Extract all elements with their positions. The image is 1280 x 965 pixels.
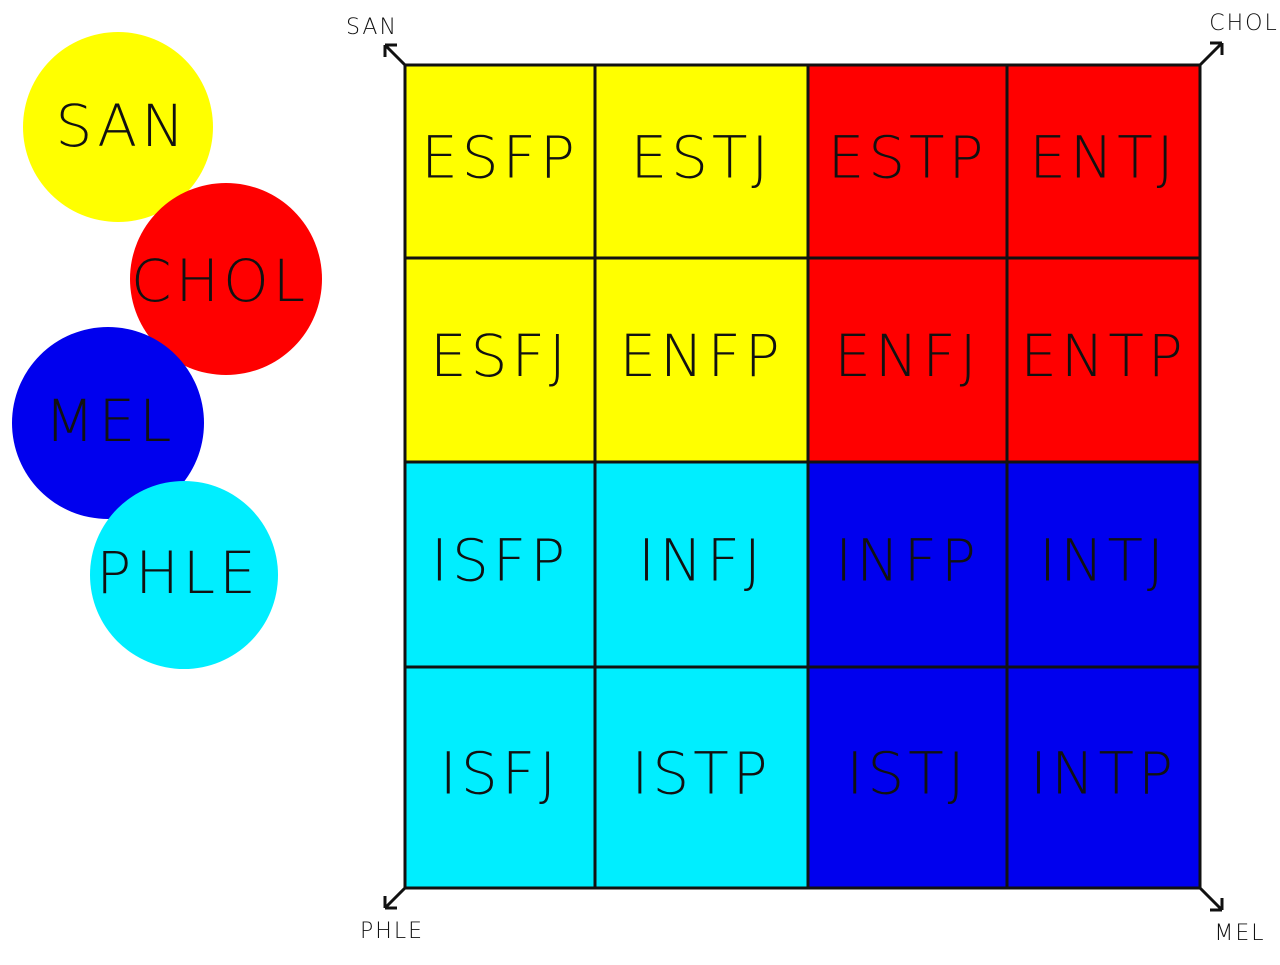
cell <box>1007 667 1200 888</box>
cell <box>1007 258 1200 462</box>
corner-label: CHOL <box>1209 11 1278 36</box>
type-label: ESTJ <box>631 124 773 192</box>
legend-label: SAN <box>56 92 189 160</box>
type-label: ESFP <box>421 124 579 192</box>
cell <box>405 462 595 667</box>
type-label: ESFJ <box>430 322 570 390</box>
cell <box>405 667 595 888</box>
circle <box>130 183 322 375</box>
type-label: INTJ <box>1039 527 1168 595</box>
legend-label: CHOL <box>131 247 309 315</box>
type-label: ISTP <box>631 740 771 808</box>
type-label: INTP <box>1030 740 1177 808</box>
corner-label: SAN <box>346 15 398 40</box>
circle <box>23 32 213 222</box>
temperament-legend: SAN CHOL MEL PHLE <box>12 32 322 669</box>
type-label: ISFP <box>431 527 569 595</box>
arrow <box>1198 41 1224 67</box>
type-label: INFJ <box>638 527 765 595</box>
type-label: ENTP <box>1020 322 1186 390</box>
legend-label: MEL <box>44 387 175 455</box>
cell <box>595 667 808 888</box>
corner-label: PHLE <box>360 919 424 944</box>
cell <box>595 65 808 258</box>
corner-label: MEL <box>1214 921 1265 946</box>
type-grid: ESFP ESTJ ESTP ENTJ ESFJ ENFP ENFJ ENTP ISFP INFJ… <box>403 63 1202 890</box>
corner-arrows <box>383 41 1224 912</box>
cell <box>808 462 1007 667</box>
cell <box>405 65 595 258</box>
legend-label: PHLE <box>96 539 260 607</box>
cell <box>808 258 1007 462</box>
circle <box>90 481 278 669</box>
type-label: ENTJ <box>1029 124 1178 192</box>
type-label: ENFP <box>619 322 783 390</box>
cell <box>808 65 1007 258</box>
cell <box>1007 462 1200 667</box>
cell <box>1007 65 1200 258</box>
cell <box>595 258 808 462</box>
type-label: ISFJ <box>440 740 560 808</box>
cell <box>808 667 1007 888</box>
type-label: ESTP <box>828 124 988 192</box>
cell <box>595 462 808 667</box>
arrow <box>383 886 407 910</box>
arrow <box>1198 886 1224 912</box>
type-label: INFP <box>835 527 980 595</box>
cell <box>405 258 595 462</box>
type-label: ISTJ <box>846 740 968 808</box>
type-label: ENFJ <box>834 322 981 390</box>
arrow <box>383 43 407 67</box>
circle <box>12 327 204 519</box>
